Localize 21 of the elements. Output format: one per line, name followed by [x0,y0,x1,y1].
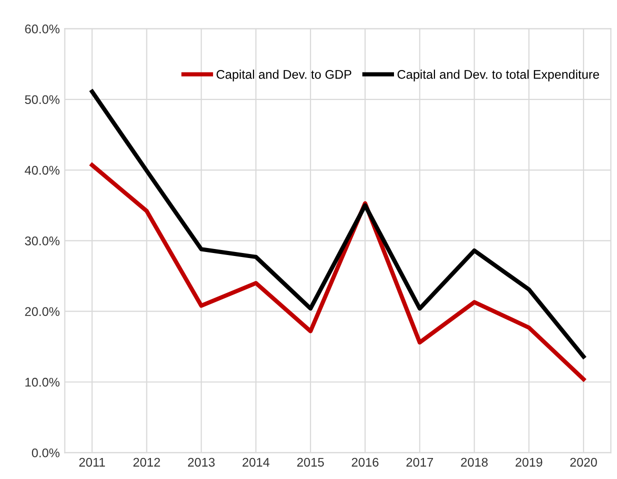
x-tick-label: 2016 [352,458,378,467]
legend-label: Capital and Dev. to total Expenditure [398,70,600,82]
x-tick-label: 2011 [79,458,105,467]
x-tick-label: 2017 [406,458,433,467]
x-tick-label: 2018 [461,458,488,467]
x-tick-label: 2013 [188,458,215,467]
x-tick-label: 2014 [242,458,270,467]
y-tick-label: 0.0% [32,448,60,458]
x-tick-label: 2015 [297,458,324,467]
x-tick-label: 2012 [133,458,160,467]
y-tick-label: 60.0% [25,24,60,34]
line-series [90,163,586,382]
y-tick-label: 50.0% [24,95,60,104]
x-tick-label: 2019 [516,458,542,467]
y-tick-label: 20.0% [25,307,60,316]
y-tick-label: 10.0% [25,378,60,387]
y-tick-label: 30.0% [24,236,60,246]
y-tick-label: 40.0% [24,166,60,175]
line-series [90,90,586,359]
x-tick-label: 2020 [570,458,597,467]
legend-label: Capital and Dev. to GDP [216,70,352,82]
